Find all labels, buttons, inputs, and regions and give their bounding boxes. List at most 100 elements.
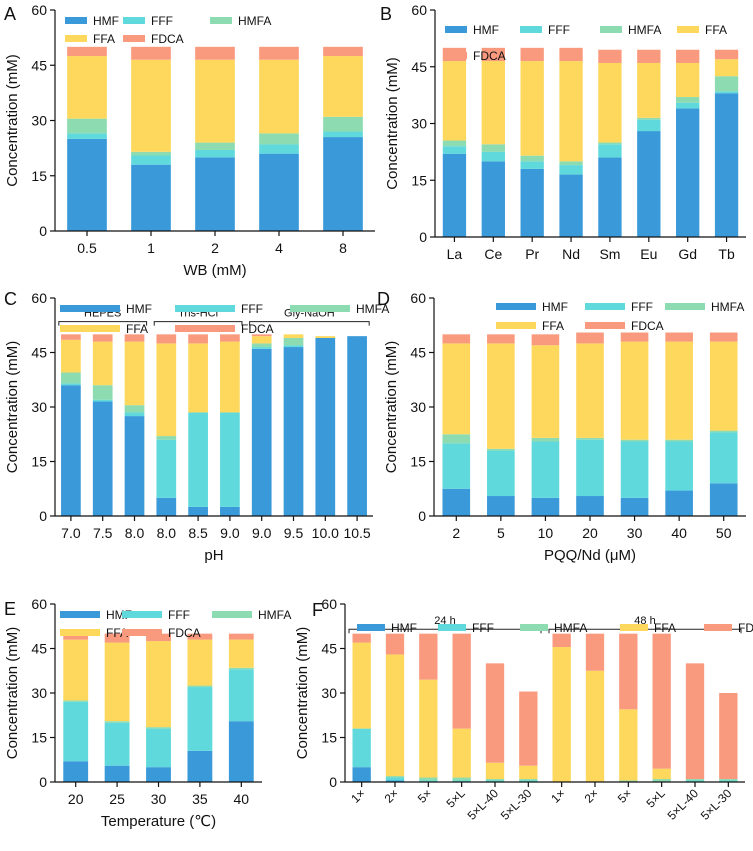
y-tick-label: 30 xyxy=(31,113,47,129)
bar-segment-fdca xyxy=(709,332,738,342)
legend-label-ffa: FFA xyxy=(654,621,676,635)
bar-segment-ffa xyxy=(131,59,171,152)
panel-d: D 0 15 30 45 60 2 5 10 20 30 40 50 PQQ/Nd (μM) Concent… xyxy=(377,289,746,564)
x-tick-label: 50 xyxy=(716,525,732,541)
y-tick-label: 60 xyxy=(31,290,47,306)
x-axis-title: PQQ/Nd (μM) xyxy=(544,547,636,564)
x-tick-label: 2 xyxy=(211,240,219,256)
y-tick-label: 15 xyxy=(31,168,47,184)
bar-segment-fff xyxy=(676,102,700,109)
bar-segment-hmfa xyxy=(251,343,272,348)
bar-segment-ffa xyxy=(637,62,661,118)
panel-letter: E xyxy=(4,599,16,619)
bar-segment-fff xyxy=(61,383,81,386)
bar-segment-ffa xyxy=(323,56,363,117)
x-tick-label: 1 xyxy=(147,240,155,256)
legend-swatch-fff xyxy=(175,305,235,312)
bar-segment-hmf xyxy=(709,483,738,516)
bar-segment-hmf xyxy=(598,157,622,237)
y-tick-label: 60 xyxy=(31,596,47,612)
bar-segment-hmfa xyxy=(67,118,107,134)
bar-segment-hmfa xyxy=(124,405,145,413)
legend-swatch-fff xyxy=(438,624,466,631)
bar-segment-hmfa xyxy=(131,151,171,156)
bar-segment-ffa xyxy=(559,61,583,162)
bar-segment-ffa xyxy=(283,334,304,338)
legend-label-fdca: FDCA xyxy=(473,49,506,63)
legend-label-hmf: HMF xyxy=(126,302,152,316)
bar-segment-hmfa xyxy=(61,372,81,384)
legend-swatch-ffa xyxy=(620,624,648,631)
bar-segment-ffa xyxy=(315,336,336,338)
bars xyxy=(442,332,738,516)
y-tick-label: 45 xyxy=(411,59,427,75)
bar-segment-fff xyxy=(283,345,304,348)
bar-segment-ffa xyxy=(714,59,739,77)
legend-label-hmfa: HMFA xyxy=(356,302,389,316)
bar-segment-hmf xyxy=(104,765,130,782)
bar-segment-fff xyxy=(685,780,705,782)
bar-segment-ffa xyxy=(676,62,700,98)
x-tick-label: 30 xyxy=(151,791,167,807)
bar-segment-fdca xyxy=(637,49,661,63)
bar-segment-fff xyxy=(92,399,113,402)
bar-segment-hmfa xyxy=(195,142,235,150)
legend-swatch-fdca xyxy=(704,624,732,631)
y-tick-label: 15 xyxy=(31,454,47,470)
bar-segment-ffa xyxy=(481,61,505,145)
legend-swatch-hmfa xyxy=(210,17,232,24)
bar-segment-fff xyxy=(124,412,145,417)
legend-swatch-fdca xyxy=(123,35,145,42)
bar-segment-fdca xyxy=(481,47,505,62)
bar-segment-fff xyxy=(442,146,467,154)
bar-segment-hmf xyxy=(156,497,177,516)
x-tick-label: 9.0 xyxy=(220,525,240,541)
bar-segment-fdca xyxy=(485,663,505,763)
bar-segment-fff xyxy=(709,432,738,484)
y-tick-label: 45 xyxy=(31,345,47,361)
legend-label-hmf: HMF xyxy=(542,300,568,314)
bar-segment-ffa xyxy=(485,762,505,780)
legend-label-ffa: FFA xyxy=(93,32,115,46)
bar-segment-fff xyxy=(665,441,693,491)
y-tick-label: 0 xyxy=(329,774,337,790)
x-tick-label: 5×L-40 xyxy=(465,786,502,823)
legend-label-fff: FFF xyxy=(472,621,494,635)
bar-segment-hmf xyxy=(531,497,560,516)
bar-segment-fff xyxy=(187,687,213,751)
bar-segment-ffa xyxy=(619,709,638,781)
x-tick-label: 9.5 xyxy=(284,525,304,541)
y-tick-label: 30 xyxy=(321,685,337,701)
legend-label-fdca: FDCA xyxy=(151,32,184,46)
bar-segment-ffa xyxy=(531,345,560,438)
legend-label-fff: FFF xyxy=(151,14,173,28)
bar-segment-hmfa xyxy=(531,437,560,442)
bar-segment-hmf xyxy=(442,153,467,237)
x-tick-label: 2 xyxy=(452,525,460,541)
bar-segment-hmfa xyxy=(576,437,604,440)
legend-label-fdca: FDCA xyxy=(168,626,201,640)
bar-segment-hmf xyxy=(259,153,299,231)
bar-segment-fdca xyxy=(531,334,560,346)
bar-segment-hmfa xyxy=(520,155,544,162)
legend-swatch-ffa xyxy=(60,629,100,636)
bar-segment-hmfa xyxy=(685,779,705,781)
x-tick-label: 2× xyxy=(582,786,602,806)
legend-swatch-fff xyxy=(123,17,145,24)
legend-swatch-hmfa xyxy=(600,26,622,33)
panel-b: B 0 15 30 45 60 La Ce Pr Nd Sm Eu Gd Tb Concentration … xyxy=(380,2,746,262)
bar-segment-hmf xyxy=(481,161,505,237)
bar-segment-ffa xyxy=(92,341,113,386)
legend-swatch-hmf xyxy=(60,611,100,618)
bar-segment-fdca xyxy=(259,46,299,60)
bar-segment-fdca xyxy=(220,334,240,342)
panel-letter: C xyxy=(4,289,17,309)
bar-segment-fdca xyxy=(576,332,604,344)
y-tick-label: 0 xyxy=(39,774,47,790)
bar-segment-fff xyxy=(637,119,661,132)
x-tick-label: 5×L xyxy=(643,786,668,811)
y-axis-title: Concentration (mM) xyxy=(4,627,21,760)
bar-segment-hmf xyxy=(315,337,336,516)
bar-segment-hmf xyxy=(637,131,661,237)
